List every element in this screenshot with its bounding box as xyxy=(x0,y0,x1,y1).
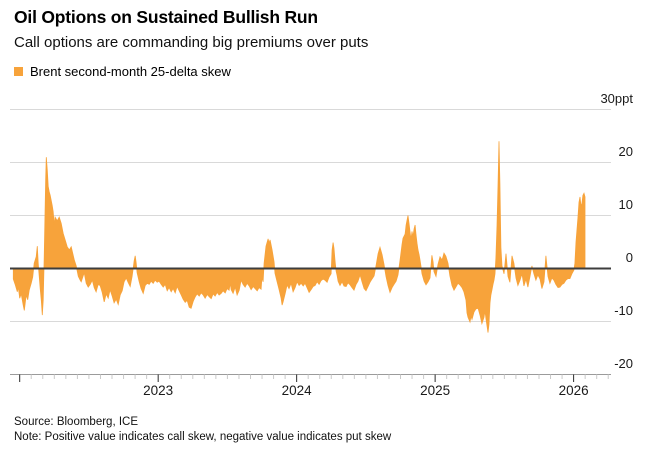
legend-label: Brent second-month 25-delta skew xyxy=(30,64,231,79)
x-axis-label: 2024 xyxy=(281,383,312,398)
x-axis-label: 2025 xyxy=(420,383,451,398)
x-axis-label: 2023 xyxy=(143,383,174,398)
source-text: Source: Bloomberg, ICE xyxy=(14,416,139,428)
chart-title: Oil Options on Sustained Bullish Run xyxy=(14,7,318,27)
y-axis-label: 30ppt xyxy=(600,90,633,106)
y-axis-label: 20 xyxy=(618,143,633,159)
x-axis-label: 2026 xyxy=(558,383,589,398)
note-text: Note: Positive value indicates call skew… xyxy=(14,431,392,443)
area-series xyxy=(12,141,586,333)
legend: Brent second-month 25-delta skew xyxy=(14,64,231,79)
y-axis-label: 10 xyxy=(618,196,633,212)
y-axis-label: -20 xyxy=(614,355,633,371)
y-axis-label: -10 xyxy=(614,302,633,318)
legend-swatch-icon xyxy=(14,67,23,76)
y-axis-label: 0 xyxy=(625,249,633,265)
chart-subtitle: Call options are commanding big premiums… xyxy=(14,34,369,51)
